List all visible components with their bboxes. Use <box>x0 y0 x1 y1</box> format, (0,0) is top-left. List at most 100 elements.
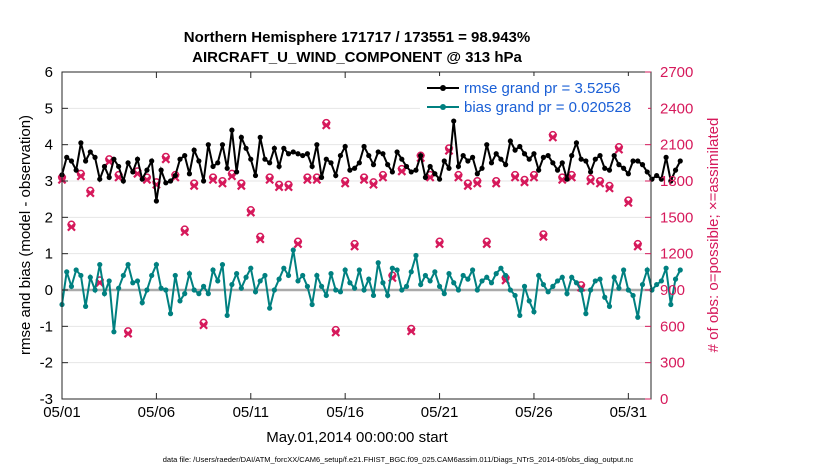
rmse-point <box>167 178 174 184</box>
bias-point <box>554 278 561 284</box>
obs-assimilated-point <box>199 320 208 330</box>
rmse-point <box>130 169 136 175</box>
y-right-tick-label: 0 <box>660 391 668 408</box>
bias-point <box>441 291 447 297</box>
rmse-point <box>182 152 188 159</box>
bias-point <box>418 281 424 288</box>
bias-point <box>106 278 112 284</box>
rmse-point <box>238 134 244 140</box>
rmse-point <box>257 134 263 140</box>
bias-point <box>644 267 650 273</box>
obs-assimilated-point <box>510 172 520 182</box>
rmse-point <box>545 152 551 159</box>
rmse-point <box>234 169 240 175</box>
obs-assimilated-point <box>463 181 473 191</box>
obs-assimilated-point <box>378 172 388 182</box>
bias-point <box>252 289 259 295</box>
rmse-point <box>470 154 476 160</box>
obs-assimilated-point <box>557 175 567 185</box>
y-right-tick-label: 300 <box>660 355 685 372</box>
obs-assimilated-point <box>369 180 378 190</box>
bias-point <box>602 294 608 300</box>
obs-assimilated-point <box>406 326 416 336</box>
bias-point <box>68 283 75 289</box>
bias-point <box>304 283 311 289</box>
bias-point <box>663 265 669 271</box>
bias-point <box>267 305 273 311</box>
bias-point <box>488 280 495 286</box>
rmse-point <box>347 167 353 173</box>
rmse-point <box>418 152 424 159</box>
obs-assimilated-point <box>397 166 407 176</box>
rmse-point <box>455 163 462 170</box>
obs-assimilated-point <box>454 172 463 182</box>
rmse-point <box>153 198 159 204</box>
bias-point <box>432 269 438 275</box>
x-tick-label: 05/16 <box>326 404 364 421</box>
bias-point <box>592 278 598 284</box>
rmse-point <box>389 169 395 175</box>
bias-point <box>621 267 627 273</box>
bias-point <box>479 278 485 284</box>
rmse-point <box>413 167 419 173</box>
bias-point <box>300 272 306 279</box>
rmse-point <box>276 163 282 170</box>
y-right-tick-label: 600 <box>660 318 685 335</box>
bias-point <box>238 285 244 291</box>
rmse-point <box>116 163 122 170</box>
rmse-point <box>73 167 79 173</box>
rmse-point <box>479 165 485 171</box>
rmse-point <box>677 158 683 164</box>
bias-point <box>196 291 202 297</box>
bias-point <box>139 300 145 306</box>
rmse-point <box>87 149 93 155</box>
bias-point <box>470 267 476 273</box>
bias-point <box>290 247 296 253</box>
rmse-point <box>163 180 169 186</box>
rmse-point <box>106 174 112 180</box>
bias-point <box>101 291 108 297</box>
obs-assimilated-point <box>274 182 284 192</box>
bias-point <box>333 287 339 293</box>
obs-assimilated-point <box>161 154 171 164</box>
rmse-point <box>262 156 268 162</box>
rmse-point <box>309 163 315 170</box>
bias-point <box>455 287 462 293</box>
rmse-point <box>243 145 249 151</box>
rmse-point <box>229 127 235 133</box>
legend-entry-label: rmse grand pr = 3.5256 <box>464 80 620 97</box>
bias-point <box>257 278 263 284</box>
bias-point <box>587 287 594 293</box>
obs-assimilated-point <box>76 171 86 181</box>
x-tick-label: 05/01 <box>43 404 81 421</box>
rmse-point <box>611 152 617 159</box>
bias-point <box>531 309 537 315</box>
rmse-point <box>536 167 542 173</box>
bias-point <box>559 274 565 280</box>
bias-point <box>153 261 159 268</box>
bias-point <box>248 265 254 271</box>
y-right-tick-label: 1800 <box>660 173 693 190</box>
rmse-point <box>252 172 259 179</box>
bias-point <box>540 281 546 288</box>
bias-point <box>210 267 216 273</box>
rmse-point <box>205 142 211 148</box>
rmse-point <box>630 158 636 164</box>
rmse-point <box>352 165 358 171</box>
obs-assimilated-point <box>586 176 595 186</box>
rmse-point <box>323 156 329 162</box>
rmse-point <box>314 142 320 148</box>
bias-point <box>370 292 377 299</box>
rmse-point <box>668 178 674 184</box>
rmse-point <box>177 156 183 162</box>
rmse-point <box>441 158 447 164</box>
obs-assimilated-point <box>227 171 237 181</box>
bias-point <box>215 278 221 284</box>
bias-point <box>403 283 410 289</box>
rmse-point <box>92 154 98 160</box>
bias-point <box>186 271 193 277</box>
rmse-point <box>101 163 108 170</box>
y-axis-label: rmse and bias (model - observation) <box>17 115 34 355</box>
bias-point <box>578 287 584 293</box>
